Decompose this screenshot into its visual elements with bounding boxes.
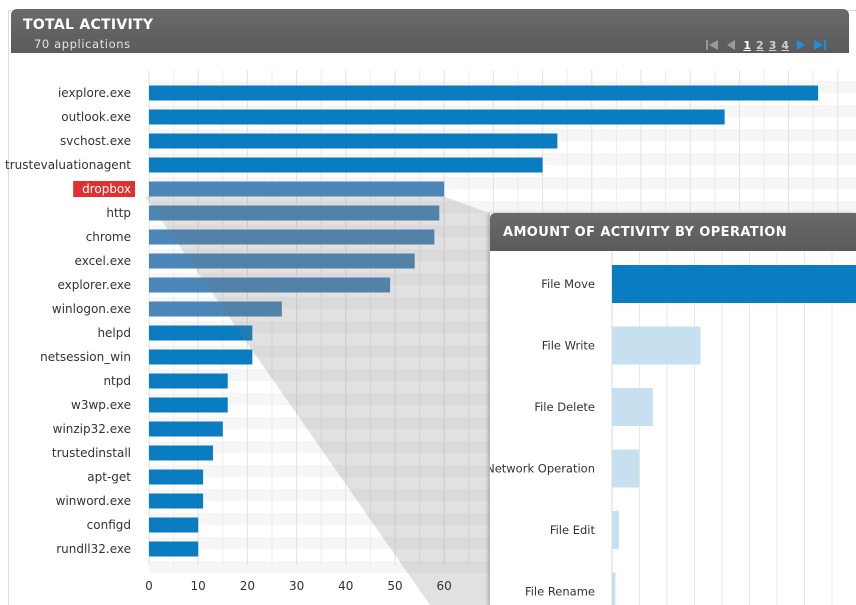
- category-label[interactable]: trustedinstall: [52, 446, 131, 460]
- category-label[interactable]: winword.exe: [56, 494, 131, 508]
- operation-label[interactable]: File Delete: [534, 400, 595, 414]
- page-link-3[interactable]: 3: [768, 38, 777, 52]
- page-link-1[interactable]: 1: [743, 38, 752, 52]
- bar-configd[interactable]: [149, 517, 199, 533]
- category-label[interactable]: winzip32.exe: [53, 422, 131, 436]
- last-page-icon[interactable]: [813, 39, 827, 51]
- application-count: 70 applications: [34, 37, 131, 51]
- x-tick-label: 20: [240, 579, 255, 593]
- category-label[interactable]: http: [106, 206, 131, 220]
- category-label[interactable]: excel.exe: [75, 254, 131, 268]
- x-tick-label: 10: [191, 579, 206, 593]
- bar-trustedinstall[interactable]: [149, 445, 213, 461]
- bar-winword-exe[interactable]: [149, 493, 204, 509]
- bar-chrome[interactable]: [149, 229, 435, 245]
- category-label[interactable]: explorer.exe: [57, 278, 131, 292]
- bar-winzip32-exe[interactable]: [149, 421, 223, 437]
- highlight-badge: [73, 181, 135, 197]
- operation-detail-title: AMOUNT OF ACTIVITY BY OPERATION: [503, 225, 788, 240]
- bar-netsession-win[interactable]: [149, 349, 253, 365]
- bar-file-rename[interactable]: [612, 572, 616, 605]
- bar-file-delete[interactable]: [612, 388, 653, 426]
- bar-file-move[interactable]: [612, 265, 856, 303]
- bar-winlogon-exe[interactable]: [149, 301, 282, 317]
- bar-svchost-exe[interactable]: [149, 133, 558, 149]
- x-tick-label: 30: [289, 579, 304, 593]
- bar-outlook-exe[interactable]: [149, 109, 725, 125]
- bar-helpd[interactable]: [149, 325, 253, 341]
- x-tick-label: 0: [145, 579, 153, 593]
- bar-excel-exe[interactable]: [149, 253, 415, 269]
- page-link-4[interactable]: 4: [781, 38, 789, 52]
- bar-trustevaluationagent[interactable]: [149, 157, 543, 173]
- zoom-wedge: [145, 196, 489, 605]
- operation-detail-chart: File Move File Write File Delete Network Op…: [490, 251, 856, 605]
- operation-label[interactable]: File Edit: [550, 523, 596, 537]
- category-label[interactable]: svchost.exe: [60, 134, 131, 148]
- category-label[interactable]: chrome: [86, 230, 131, 244]
- category-label[interactable]: outlook.exe: [61, 110, 131, 124]
- previous-page-icon[interactable]: [724, 39, 738, 51]
- bar-apt-get[interactable]: [149, 469, 204, 485]
- bar-iexplore-exe[interactable]: [149, 85, 819, 101]
- bar-http[interactable]: [149, 205, 440, 221]
- total-activity-title: TOTAL ACTIVITY: [23, 17, 154, 33]
- x-tick-label: 60: [437, 579, 452, 593]
- page-link-2[interactable]: 2: [756, 38, 764, 52]
- category-label[interactable]: rundll32.exe: [56, 542, 131, 556]
- operation-label[interactable]: File Move: [541, 277, 595, 291]
- x-tick-label: 50: [387, 579, 402, 593]
- category-label[interactable]: netsession_win: [40, 350, 131, 364]
- x-tick-label: 40: [338, 579, 353, 593]
- operation-label[interactable]: File Write: [542, 339, 595, 353]
- grid: [639, 251, 833, 605]
- first-page-icon[interactable]: [705, 39, 719, 51]
- bar-file-write[interactable]: [612, 326, 701, 365]
- next-page-icon[interactable]: [794, 39, 808, 51]
- operation-label[interactable]: File Rename: [525, 585, 595, 599]
- bar-network-operation[interactable]: [612, 449, 640, 488]
- category-label[interactable]: configd: [87, 518, 131, 532]
- bar-file-edit[interactable]: [612, 511, 619, 549]
- category-label[interactable]: ntpd: [103, 374, 131, 388]
- category-label[interactable]: iexplore.exe: [58, 86, 131, 100]
- category-label[interactable]: trustevaluationagent: [5, 158, 131, 172]
- operation-detail-header: AMOUNT OF ACTIVITY BY OPERATION: [490, 213, 856, 251]
- category-label[interactable]: w3wp.exe: [71, 398, 131, 412]
- category-label[interactable]: dropbox: [82, 182, 131, 196]
- bar-dropbox[interactable]: [149, 181, 445, 197]
- bar-ntpd[interactable]: [149, 373, 228, 389]
- category-label[interactable]: winlogon.exe: [52, 302, 131, 316]
- bar-explorer-exe[interactable]: [149, 277, 391, 293]
- bar-w3wp-exe[interactable]: [149, 397, 228, 413]
- bar-rundll32-exe[interactable]: [149, 541, 199, 557]
- operation-detail-panel: AMOUNT OF ACTIVITY BY OPERATION File Mov…: [489, 213, 856, 605]
- category-label[interactable]: helpd: [97, 326, 131, 340]
- operation-label[interactable]: Network Operation: [490, 462, 595, 476]
- category-label[interactable]: apt-get: [87, 470, 131, 484]
